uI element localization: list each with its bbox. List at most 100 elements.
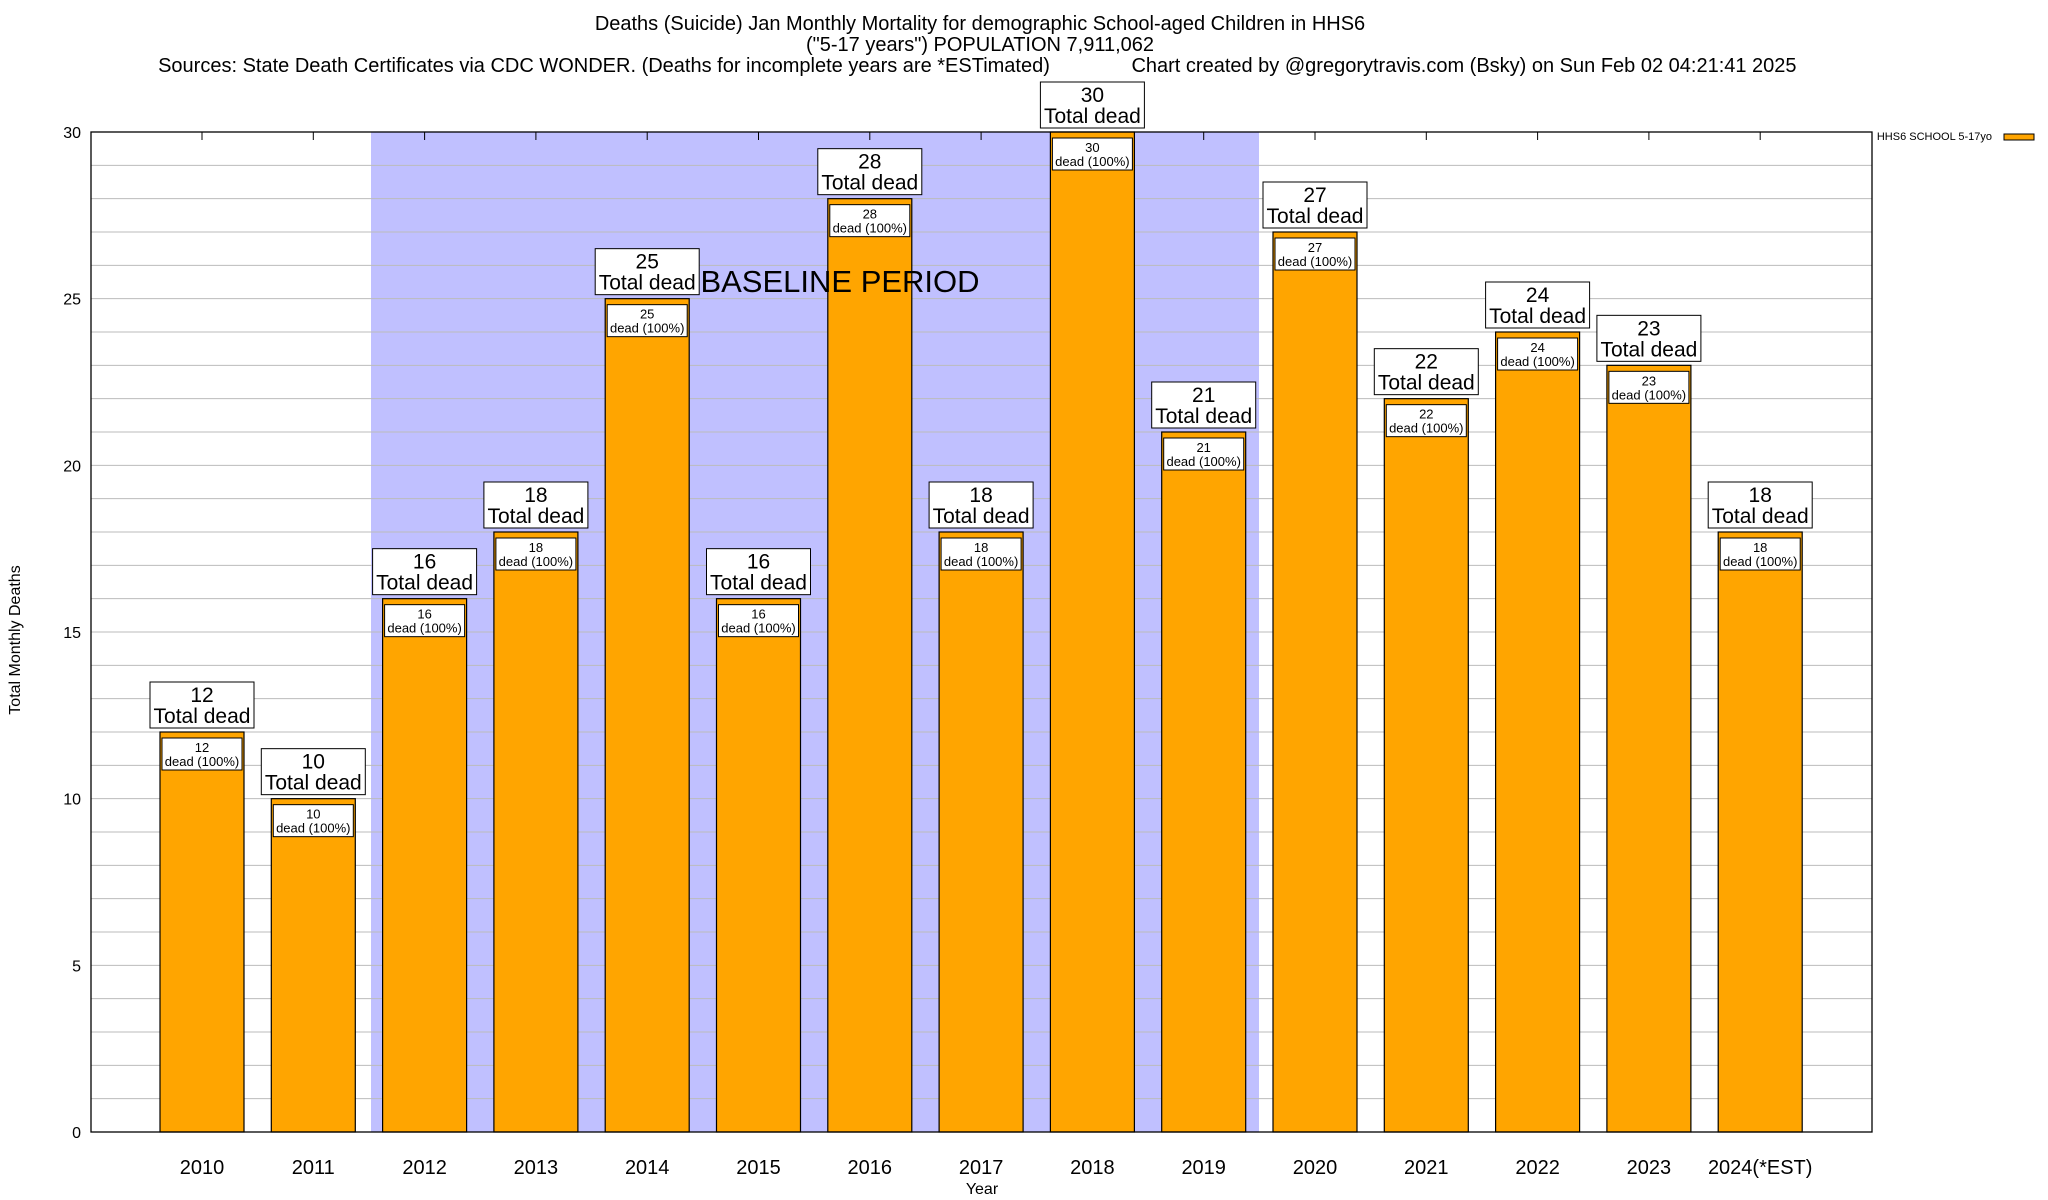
total-label-box: [483, 481, 589, 529]
x-axis-label: Year: [966, 1181, 999, 1198]
inner-value-label: 10: [306, 807, 320, 822]
legend-label: HHS6 SCHOOL 5-17yo: [1877, 131, 1992, 143]
inner-percent-label: dead (100%): [833, 221, 907, 236]
inner-percent-label: dead (100%): [1278, 254, 1352, 269]
bar: [382, 598, 468, 1133]
total-label-box: [817, 148, 923, 196]
total-value-label: 21: [1192, 384, 1215, 407]
total-value-label: 18: [1749, 484, 1772, 507]
inner-label-box: [1385, 404, 1467, 438]
inner-value-label: 24: [1530, 340, 1544, 355]
total-value-label: 10: [302, 751, 325, 774]
x-tick-label: 2020: [1293, 1157, 1338, 1179]
shaded-region-label: BASELINE PERIOD: [700, 264, 979, 299]
inner-label-box: [940, 537, 1022, 571]
inner-percent-label: dead (100%): [1612, 387, 1686, 402]
inner-percent-label: dead (100%): [276, 821, 350, 836]
inner-value-label: 18: [1753, 540, 1767, 555]
y-axis-label: Total Monthly Deaths: [7, 565, 24, 714]
x-tick-label: 2013: [514, 1157, 559, 1179]
inner-value-label: 16: [751, 607, 765, 622]
total-label-box: [1039, 81, 1145, 129]
inner-label-box: [1163, 437, 1245, 471]
total-text-label: Total dead: [710, 572, 807, 595]
total-value-label: 25: [636, 251, 659, 274]
y-tick-label: 30: [63, 125, 81, 142]
bar: [1049, 131, 1136, 1133]
total-text-label: Total dead: [1489, 305, 1586, 328]
inner-label-box: [272, 804, 354, 838]
total-text-label: Total dead: [1044, 105, 1141, 128]
inner-value-label: 30: [1085, 140, 1099, 155]
bar: [1272, 231, 1358, 1133]
total-label-box: [1596, 314, 1702, 362]
chart-credit: Chart created by @gregorytravis.com (Bsk…: [1131, 55, 1796, 77]
inner-percent-label: dead (100%): [165, 754, 239, 769]
total-text-label: Total dead: [376, 572, 473, 595]
inner-percent-label: dead (100%): [499, 554, 573, 569]
total-value-label: 30: [1081, 84, 1104, 107]
total-value-label: 27: [1303, 184, 1326, 207]
bar: [1606, 364, 1692, 1133]
x-tick-label: 2016: [848, 1157, 893, 1179]
total-value-label: 23: [1637, 317, 1660, 340]
inner-percent-label: dead (100%): [1500, 354, 1574, 369]
inner-percent-label: dead (100%): [1389, 421, 1463, 436]
y-tick-label: 5: [72, 958, 81, 975]
inner-percent-label: dead (100%): [387, 621, 461, 636]
total-text-label: Total dead: [1378, 372, 1475, 395]
total-label-box: [706, 548, 811, 596]
total-value-label: 22: [1415, 351, 1438, 374]
inner-value-label: 12: [195, 740, 209, 755]
total-text-label: Total dead: [933, 505, 1030, 528]
total-label-box: [372, 548, 478, 596]
inner-value-label: 23: [1642, 373, 1656, 388]
total-value-label: 16: [413, 551, 436, 574]
total-label-box: [260, 748, 366, 796]
inner-value-label: 16: [417, 607, 431, 622]
bar: [270, 798, 356, 1133]
inner-label-box: [606, 304, 688, 338]
total-text-label: Total dead: [487, 505, 584, 528]
total-text-label: Total dead: [599, 272, 696, 295]
x-tick-label: 2021: [1404, 1157, 1449, 1179]
bar: [1383, 398, 1469, 1133]
x-tick-label: 2015: [736, 1157, 781, 1179]
inner-label-box: [1608, 370, 1690, 404]
x-tick-label: 2014: [625, 1157, 670, 1179]
total-text-label: Total dead: [265, 772, 362, 795]
inner-percent-label: dead (100%): [721, 621, 795, 636]
total-text-label: Total dead: [1600, 338, 1697, 361]
inner-percent-label: dead (100%): [1723, 554, 1797, 569]
y-tick-label: 15: [63, 625, 81, 642]
y-tick-label: 20: [63, 458, 81, 475]
x-tick-label: 2024(*EST): [1708, 1157, 1813, 1179]
x-tick-label: 2017: [959, 1157, 1004, 1179]
y-tick-label: 10: [63, 792, 81, 809]
bar: [1717, 531, 1803, 1133]
inner-value-label: 21: [1196, 440, 1210, 455]
inner-percent-label: dead (100%): [944, 554, 1018, 569]
total-value-label: 18: [524, 484, 547, 507]
bar: [715, 598, 802, 1133]
inner-label-box: [1274, 237, 1356, 271]
chart-title-line1: Deaths (Suicide) Jan Monthly Mortality f…: [595, 13, 1365, 35]
inner-label-box: [495, 537, 577, 571]
total-value-label: 28: [858, 151, 881, 174]
total-label-box: [1373, 348, 1479, 396]
inner-value-label: 22: [1419, 407, 1433, 422]
inner-percent-label: dead (100%): [1166, 454, 1240, 469]
chart-sources: Sources: State Death Certificates via CD…: [158, 55, 1050, 77]
bar: [1161, 431, 1247, 1133]
bar: [827, 198, 913, 1133]
inner-label-box: [1719, 537, 1801, 571]
x-tick-label: 2010: [180, 1157, 225, 1179]
total-label-box: [594, 248, 700, 296]
total-label-box: [1485, 281, 1591, 329]
legend-swatch: [2003, 133, 2035, 141]
plot-frame: [90, 131, 1873, 1133]
inner-label-box: [161, 737, 243, 771]
bar: [604, 298, 690, 1133]
total-text-label: Total dead: [1712, 505, 1809, 528]
